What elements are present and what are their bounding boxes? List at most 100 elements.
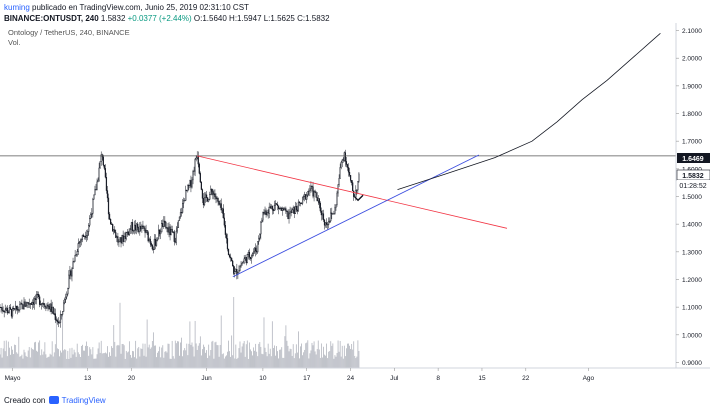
candle-body	[221, 208, 223, 211]
volume-bar	[78, 354, 80, 368]
candle-body	[266, 212, 268, 215]
candle-body	[324, 222, 327, 226]
candle-body	[160, 231, 162, 235]
volume-bar	[3, 340, 5, 368]
candle-body	[152, 248, 154, 250]
candle-body	[53, 313, 55, 315]
candle-body	[349, 175, 352, 181]
candle-body	[9, 307, 12, 310]
volume-bar	[30, 347, 32, 368]
candle-body	[59, 314, 62, 323]
candle-body	[107, 197, 110, 215]
chart-background	[0, 23, 710, 390]
volume-bar	[52, 356, 54, 368]
volume-bar	[116, 345, 118, 368]
volume-bar	[184, 348, 186, 368]
candle-body	[170, 229, 172, 236]
volume-bar	[342, 358, 344, 368]
candle-body	[120, 237, 122, 244]
candle-body	[105, 177, 108, 191]
volume-bar	[189, 321, 191, 368]
candle-body	[209, 194, 211, 200]
candle-body	[161, 223, 163, 233]
volume-bar	[38, 342, 40, 368]
ascending-trendline	[232, 154, 480, 278]
candle-body	[284, 208, 286, 211]
author-link[interactable]: kuming	[4, 3, 30, 12]
volume-bar	[236, 358, 238, 368]
volume-bar	[86, 341, 88, 368]
volume-bar	[209, 355, 211, 368]
candle-body	[20, 303, 22, 305]
volume-bar	[83, 350, 84, 368]
candle-body	[181, 203, 184, 213]
volume-bar	[138, 346, 140, 368]
volume-bar	[42, 354, 44, 368]
volume-bar	[132, 350, 133, 368]
candle-body	[166, 227, 168, 229]
legend-vol: Vol.	[8, 38, 21, 47]
volume-bar	[117, 344, 119, 368]
candle-body	[272, 209, 274, 211]
footer-brand-link[interactable]: TradingView	[61, 396, 106, 405]
price-tick-label: 2.1000	[682, 28, 702, 35]
price-chart[interactable]: 0.9000 1.0000 1.1000 1.2000 1.3000 1.4000 1.50…	[0, 23, 710, 390]
candle-body	[144, 228, 146, 233]
candle-body	[40, 304, 42, 306]
candle-body	[92, 198, 94, 214]
time-axis[interactable]: Mayo 13 20 Jun 10 17 24 Jul 8 15 22 Ago	[5, 368, 595, 382]
time-tick-label: 13	[84, 375, 92, 382]
volume-bar	[29, 357, 31, 368]
descending-trendline	[197, 155, 508, 229]
candle-body	[269, 206, 271, 209]
candle-body	[79, 240, 81, 243]
candle-body	[304, 194, 306, 197]
candle-body	[236, 269, 238, 275]
time-tick-label: Jun	[201, 375, 212, 382]
candle-body	[173, 231, 175, 242]
candle-body	[251, 253, 254, 257]
volume-bar	[311, 342, 313, 368]
volume-bar	[256, 351, 258, 368]
volume-bar	[314, 351, 316, 368]
volume-bar	[74, 352, 76, 368]
candle-body	[153, 238, 156, 250]
volume-bar	[305, 343, 307, 368]
volume-bar	[296, 352, 298, 368]
candle-body	[294, 206, 296, 214]
ohlc-values: O:1.5640 H:1.5947 L:1.5625 C:1.5832	[193, 14, 330, 23]
volume-bar	[216, 345, 218, 368]
candle-body	[315, 192, 317, 198]
volume-bar	[131, 357, 132, 368]
volume-bar	[99, 352, 101, 368]
candle-body	[119, 237, 121, 242]
candle-body	[17, 309, 19, 311]
candle-body	[1, 307, 3, 311]
candle-body	[190, 180, 192, 188]
volume-bar	[72, 354, 74, 368]
candle-body	[23, 301, 25, 310]
candle-body	[238, 270, 240, 273]
volume-bar	[332, 343, 334, 368]
candle-body	[123, 236, 125, 242]
price-tick-label: 1.8000	[682, 111, 702, 118]
candle-body	[56, 320, 58, 322]
candle-body	[86, 235, 88, 238]
volume-bar	[267, 343, 269, 368]
candle-body	[235, 269, 237, 272]
candle-body	[226, 238, 229, 250]
candle-body	[293, 207, 295, 214]
volume-bar	[146, 319, 148, 368]
volume-bar	[109, 352, 110, 368]
volume-bar	[181, 337, 182, 368]
candle-body	[165, 222, 167, 229]
candle-body	[263, 212, 265, 214]
volume-bar	[291, 355, 293, 368]
candle-body	[64, 299, 66, 304]
volume-bar	[120, 353, 122, 368]
volume-bar	[53, 352, 55, 368]
candle-body	[241, 263, 243, 266]
candle-body	[212, 191, 214, 196]
volume-bar	[210, 350, 212, 368]
candle-body	[203, 197, 206, 206]
